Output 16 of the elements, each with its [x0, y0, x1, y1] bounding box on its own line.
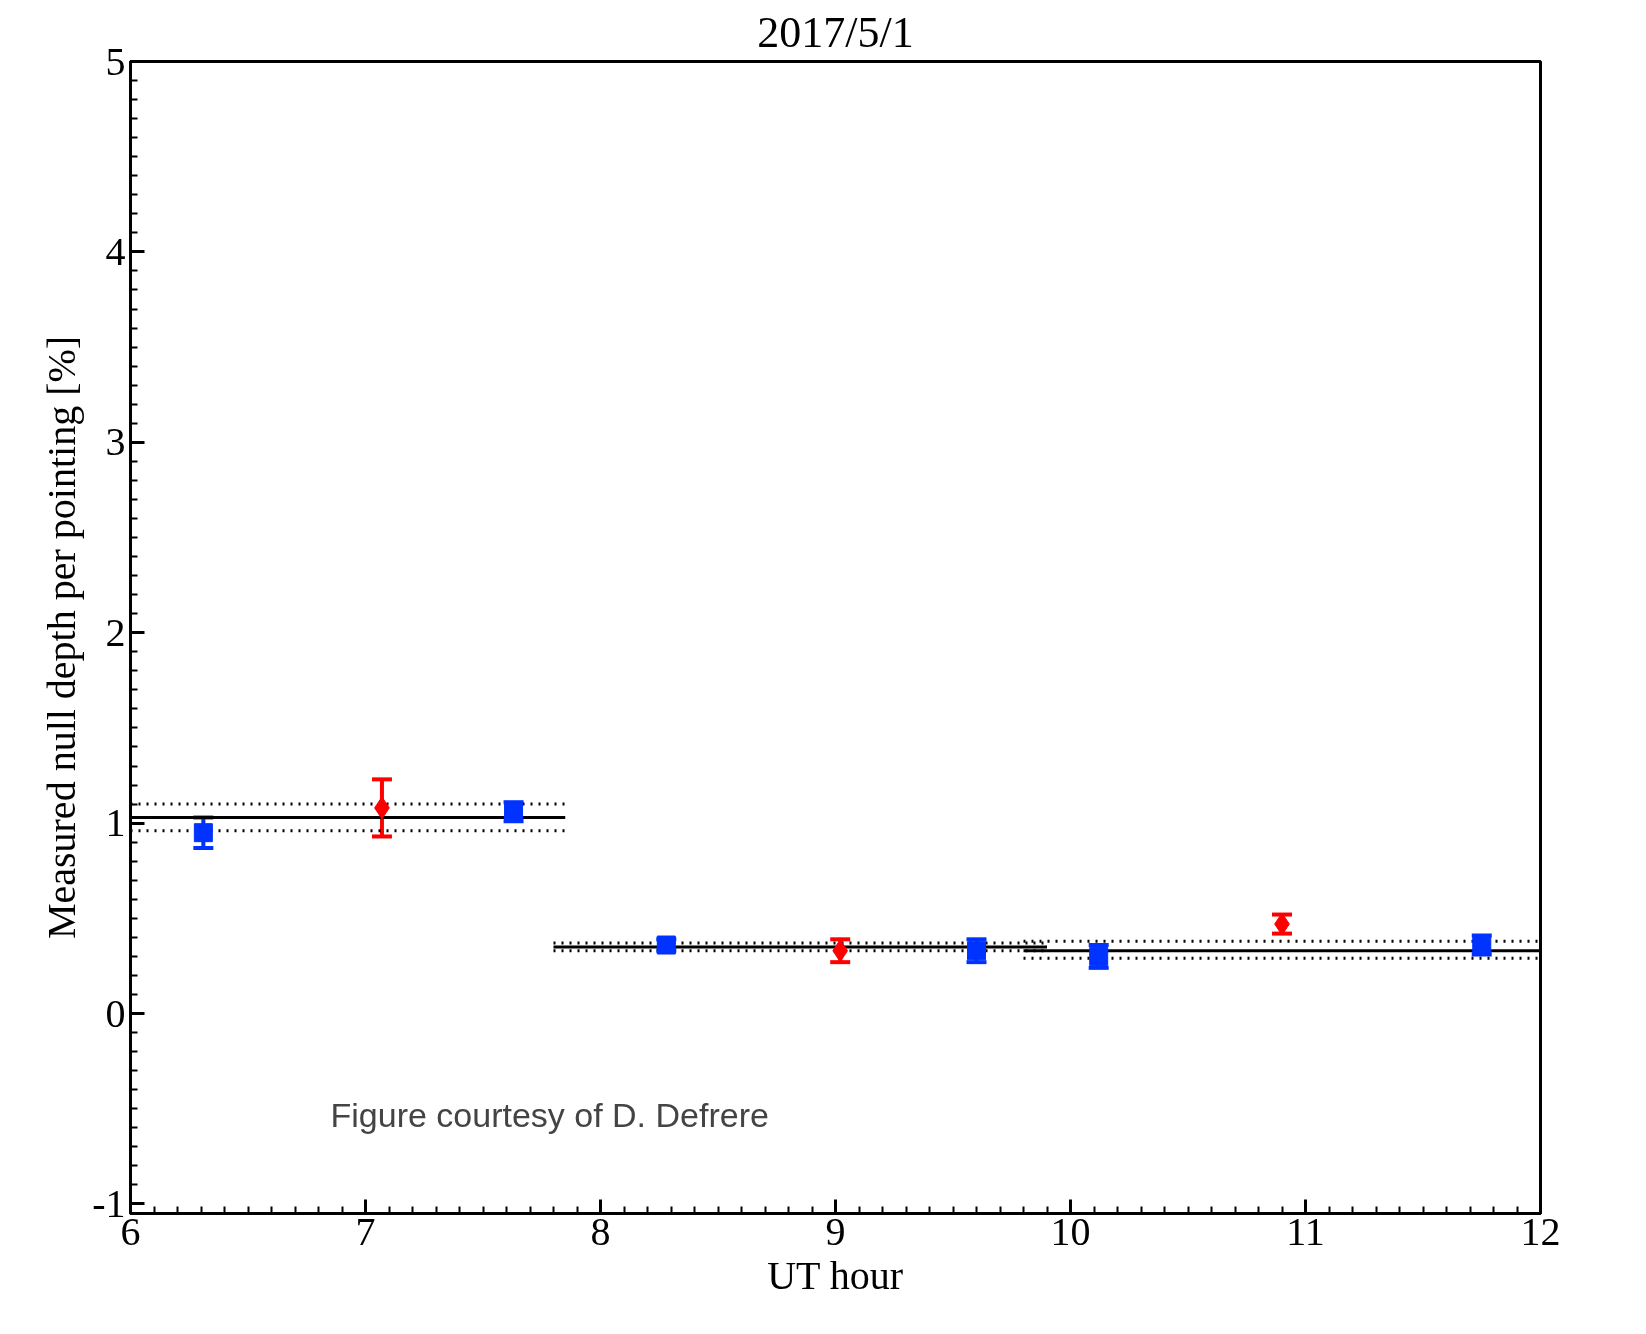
x-tick-label: 10	[1050, 1208, 1091, 1254]
annotation: Figure courtesy of D. Defrere	[330, 1095, 769, 1134]
x-tick-label: 12	[1520, 1208, 1561, 1254]
x-axis-title: UT hour	[767, 1252, 904, 1298]
y-tick-label: 2	[105, 609, 126, 655]
x-tick-label: 9	[825, 1208, 846, 1254]
y-tick-label: 1	[105, 800, 126, 846]
chart-title: 2017/5/1	[757, 7, 914, 57]
y-tick-label: 5	[105, 38, 126, 84]
y-axis-title: Measured null depth per pointing [%]	[39, 335, 85, 940]
x-tick-label: 11	[1286, 1208, 1325, 1254]
y-tick-label: 3	[105, 419, 126, 465]
x-tick-label: 8	[590, 1208, 611, 1254]
y-tick-label: 4	[105, 228, 126, 274]
x-tick-label: 7	[355, 1208, 376, 1254]
y-tick-label: 0	[105, 990, 126, 1036]
